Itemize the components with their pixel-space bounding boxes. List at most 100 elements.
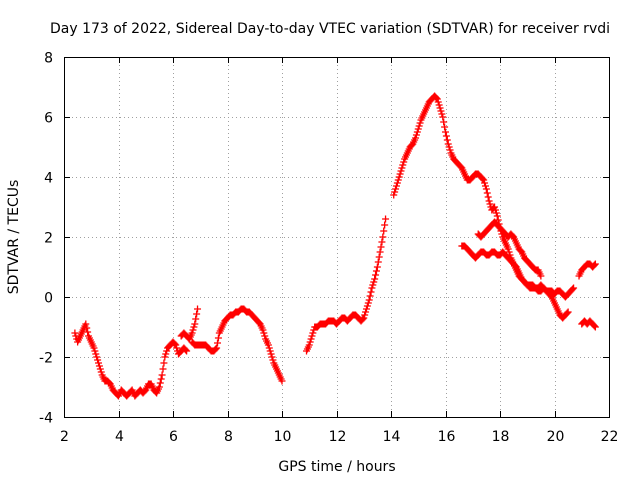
y-tick-label: 6	[44, 111, 53, 127]
y-tick-label: 0	[44, 291, 53, 307]
data-point	[372, 271, 380, 279]
grid	[64, 57, 609, 417]
data-point	[305, 341, 313, 349]
data-series	[458, 242, 578, 301]
data-point	[362, 308, 370, 316]
data-point	[96, 365, 104, 373]
data-point	[269, 356, 277, 364]
y-tick-label: 8	[44, 51, 53, 67]
data-point	[91, 347, 99, 355]
data-point	[94, 356, 102, 364]
y-axis-label: SDTVAR / TECUs	[6, 180, 22, 295]
data-point	[189, 326, 197, 334]
data-point	[393, 179, 401, 187]
x-tick-label: 20	[547, 429, 565, 445]
x-tick-label: 14	[383, 429, 401, 445]
data-point	[482, 185, 490, 193]
data-point	[377, 243, 385, 251]
data-point	[437, 107, 445, 115]
data-point	[192, 315, 200, 323]
data-point	[157, 375, 165, 383]
data-point	[481, 179, 489, 187]
data-series	[575, 260, 599, 331]
data-point	[364, 299, 372, 307]
data-point	[414, 125, 422, 133]
data-point	[84, 328, 92, 336]
data-point	[433, 95, 441, 103]
data-point	[398, 164, 406, 172]
data-point	[376, 248, 384, 256]
data-point	[191, 320, 199, 328]
data-point	[278, 377, 286, 385]
data-point	[309, 329, 317, 337]
data-series	[303, 215, 390, 355]
data-point	[485, 197, 493, 205]
data-point	[432, 94, 440, 102]
data-point	[399, 161, 407, 169]
data-point	[369, 281, 377, 289]
data-point	[446, 146, 454, 154]
data-point	[395, 173, 403, 181]
data-point	[491, 206, 499, 214]
data-point	[392, 182, 400, 190]
data-point	[442, 132, 450, 140]
data-point	[569, 285, 577, 293]
data-point	[375, 253, 383, 261]
data-point	[171, 340, 179, 348]
x-tick-label: 8	[224, 429, 233, 445]
data-point	[504, 245, 512, 253]
data-points	[71, 92, 599, 400]
x-tick-label: 22	[601, 429, 619, 445]
data-point	[161, 353, 169, 361]
data-point	[193, 310, 201, 318]
data-point	[486, 200, 494, 208]
data-point	[439, 113, 447, 121]
x-axis-label: GPS time / hours	[278, 459, 395, 475]
data-point	[371, 275, 379, 283]
data-point	[372, 267, 380, 275]
data-point	[213, 344, 221, 352]
data-series	[474, 218, 545, 280]
x-tick-label: 12	[329, 429, 347, 445]
data-point	[590, 322, 598, 330]
data-point	[412, 131, 420, 139]
data-point	[268, 353, 276, 361]
data-point	[173, 344, 181, 352]
data-point	[390, 191, 398, 199]
data-point	[479, 175, 487, 183]
data-point	[445, 143, 453, 151]
x-tick-label: 2	[60, 429, 69, 445]
data-point	[265, 344, 273, 352]
data-point	[259, 326, 267, 334]
data-point	[83, 324, 91, 332]
data-point	[491, 203, 499, 211]
data-point	[71, 329, 79, 337]
data-point	[366, 292, 374, 300]
data-point	[90, 344, 98, 352]
data-point	[307, 335, 315, 343]
data-point	[378, 238, 386, 246]
data-point	[264, 341, 272, 349]
data-point	[308, 332, 316, 340]
data-point	[435, 101, 443, 109]
data-point	[370, 278, 378, 286]
data-point	[373, 263, 381, 271]
data-point	[163, 347, 171, 355]
data-point	[400, 158, 408, 166]
x-tick-label: 16	[438, 429, 456, 445]
data-point	[481, 182, 489, 190]
data-point	[397, 167, 405, 175]
y-tick-label: -4	[39, 411, 53, 427]
data-point	[412, 134, 420, 142]
data-point	[480, 176, 488, 184]
y-tick-label: -2	[39, 351, 53, 367]
data-point	[162, 350, 170, 358]
data-point	[444, 140, 452, 148]
data-point	[214, 339, 222, 347]
data-point	[267, 350, 275, 358]
data-point	[570, 284, 578, 292]
data-point	[434, 98, 442, 106]
data-point	[436, 104, 444, 112]
data-point	[360, 314, 368, 322]
data-point	[261, 332, 269, 340]
